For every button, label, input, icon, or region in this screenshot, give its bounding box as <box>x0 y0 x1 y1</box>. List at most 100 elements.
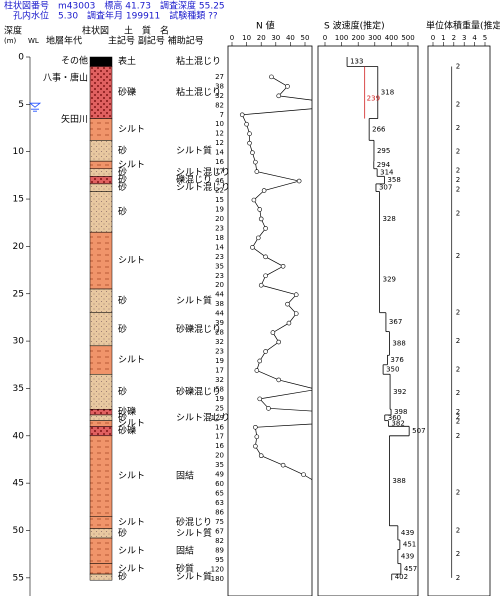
n-value: 14 <box>215 149 224 157</box>
n-value: 12 <box>215 139 224 147</box>
soil-name: 砂 <box>118 205 127 217</box>
density-label: 2 <box>456 176 460 184</box>
n-point <box>301 472 306 477</box>
vs-value: 439 <box>401 529 414 537</box>
soil-name: 砂礫 <box>118 406 136 418</box>
n-value: 65 <box>215 490 224 498</box>
n-value: 15 <box>215 196 224 204</box>
depth-label: 25 <box>13 289 24 299</box>
depth-label: 20 <box>13 242 25 252</box>
column-heading: 柱状図 <box>82 25 109 37</box>
soil-sub: 礫混じり <box>176 174 212 186</box>
n-value: 67 <box>215 527 224 535</box>
soil-name: シルト <box>118 356 145 366</box>
n-point <box>369 558 373 562</box>
n-point <box>285 84 290 89</box>
column-heading: 主記号 副記号 補助記号 <box>108 35 204 47</box>
vs-value: 358 <box>387 176 400 184</box>
vs-value: 367 <box>389 318 402 326</box>
n-point <box>250 245 255 250</box>
n-tick-label: 0 <box>230 34 234 42</box>
n-value: 86 <box>215 509 224 517</box>
density-label: 2 <box>456 148 460 156</box>
soil-sub: 粘土混じり <box>176 86 221 98</box>
density-label: 2 <box>456 366 460 374</box>
n-point <box>257 396 263 402</box>
n-value: 49 <box>215 471 224 479</box>
n-point <box>253 443 258 449</box>
soil-name: シルト <box>118 546 145 556</box>
n-value: 32 <box>215 376 224 384</box>
n-value: 16 <box>215 158 224 166</box>
n-point <box>254 368 260 373</box>
n-point <box>261 188 267 193</box>
density-label: 2 <box>456 124 460 132</box>
n-point <box>493 577 497 581</box>
n-value: 20 <box>215 452 224 460</box>
vs-tick-label: 500 <box>401 34 414 42</box>
soil-name: 砂 <box>118 181 127 193</box>
n-value: 89 <box>215 546 224 554</box>
n-value: 28 <box>215 329 224 337</box>
n-point <box>258 216 264 222</box>
soil-layer <box>89 528 113 539</box>
vs-value: 314 <box>380 169 394 177</box>
soil-name: シルト <box>118 564 145 574</box>
n-point <box>258 453 264 458</box>
soil-name: シルト <box>118 518 145 528</box>
n-point <box>418 416 422 420</box>
soil-name: 砂 <box>118 385 127 397</box>
density-label: 2 <box>456 574 460 582</box>
n-value: 46 <box>215 177 224 185</box>
n-value: 23 <box>215 272 224 280</box>
soil-sub: 粘土混じり <box>176 55 221 67</box>
n-value: 129 <box>211 414 224 422</box>
soil-sub: シルト質 <box>176 294 212 306</box>
n-point <box>266 406 271 411</box>
density-label: 2 <box>456 252 460 260</box>
density-label: 2 <box>456 186 460 194</box>
n-value: 75 <box>215 518 224 526</box>
density-tick-label: 4 <box>472 34 477 42</box>
soil-name: 砂 <box>118 411 127 423</box>
density-label: 2 <box>456 100 460 108</box>
n-point <box>253 424 258 430</box>
soil-sub: 砂質 <box>176 562 194 574</box>
n-point <box>285 301 290 307</box>
density-label: 2 <box>456 413 460 421</box>
n-point <box>325 492 329 496</box>
depth-label: 30 <box>13 337 25 347</box>
vs-value: 376 <box>390 356 404 364</box>
n-point <box>356 511 360 515</box>
soil-sub: 砂礫混じり <box>176 323 221 335</box>
n-point <box>269 74 274 80</box>
n-value: 16 <box>215 423 224 431</box>
n-value: 95 <box>215 556 224 564</box>
n-value: 82 <box>215 537 224 545</box>
soil-name: 砂 <box>118 144 127 156</box>
soil-name: 表土 <box>118 55 136 67</box>
soil-sub: シルト質 <box>176 571 212 583</box>
n-point <box>247 131 252 137</box>
soil-layer <box>89 426 113 437</box>
soil-name: 砂 <box>118 294 127 306</box>
soil-layer <box>89 420 113 427</box>
n-value: 120 <box>211 565 224 573</box>
n-point <box>276 377 282 383</box>
vs-value: 329 <box>383 276 396 284</box>
depth-label: 40 <box>13 431 25 441</box>
soil-layer <box>89 345 113 375</box>
n-value: 19 <box>215 357 224 365</box>
soil-name: 砂礫 <box>118 86 136 98</box>
n-value: 63 <box>215 499 224 507</box>
n-value: 10 <box>215 120 224 128</box>
n-point <box>258 282 264 288</box>
density-tick-label: 5 <box>483 34 487 42</box>
soil-layer <box>89 414 113 421</box>
n-point <box>257 358 263 364</box>
soil-layer <box>89 176 113 185</box>
depth-label: 35 <box>13 384 24 394</box>
column-heading: S 波速度(推定) <box>324 20 385 32</box>
vs-value: 350 <box>386 366 399 374</box>
n-point <box>255 235 261 241</box>
